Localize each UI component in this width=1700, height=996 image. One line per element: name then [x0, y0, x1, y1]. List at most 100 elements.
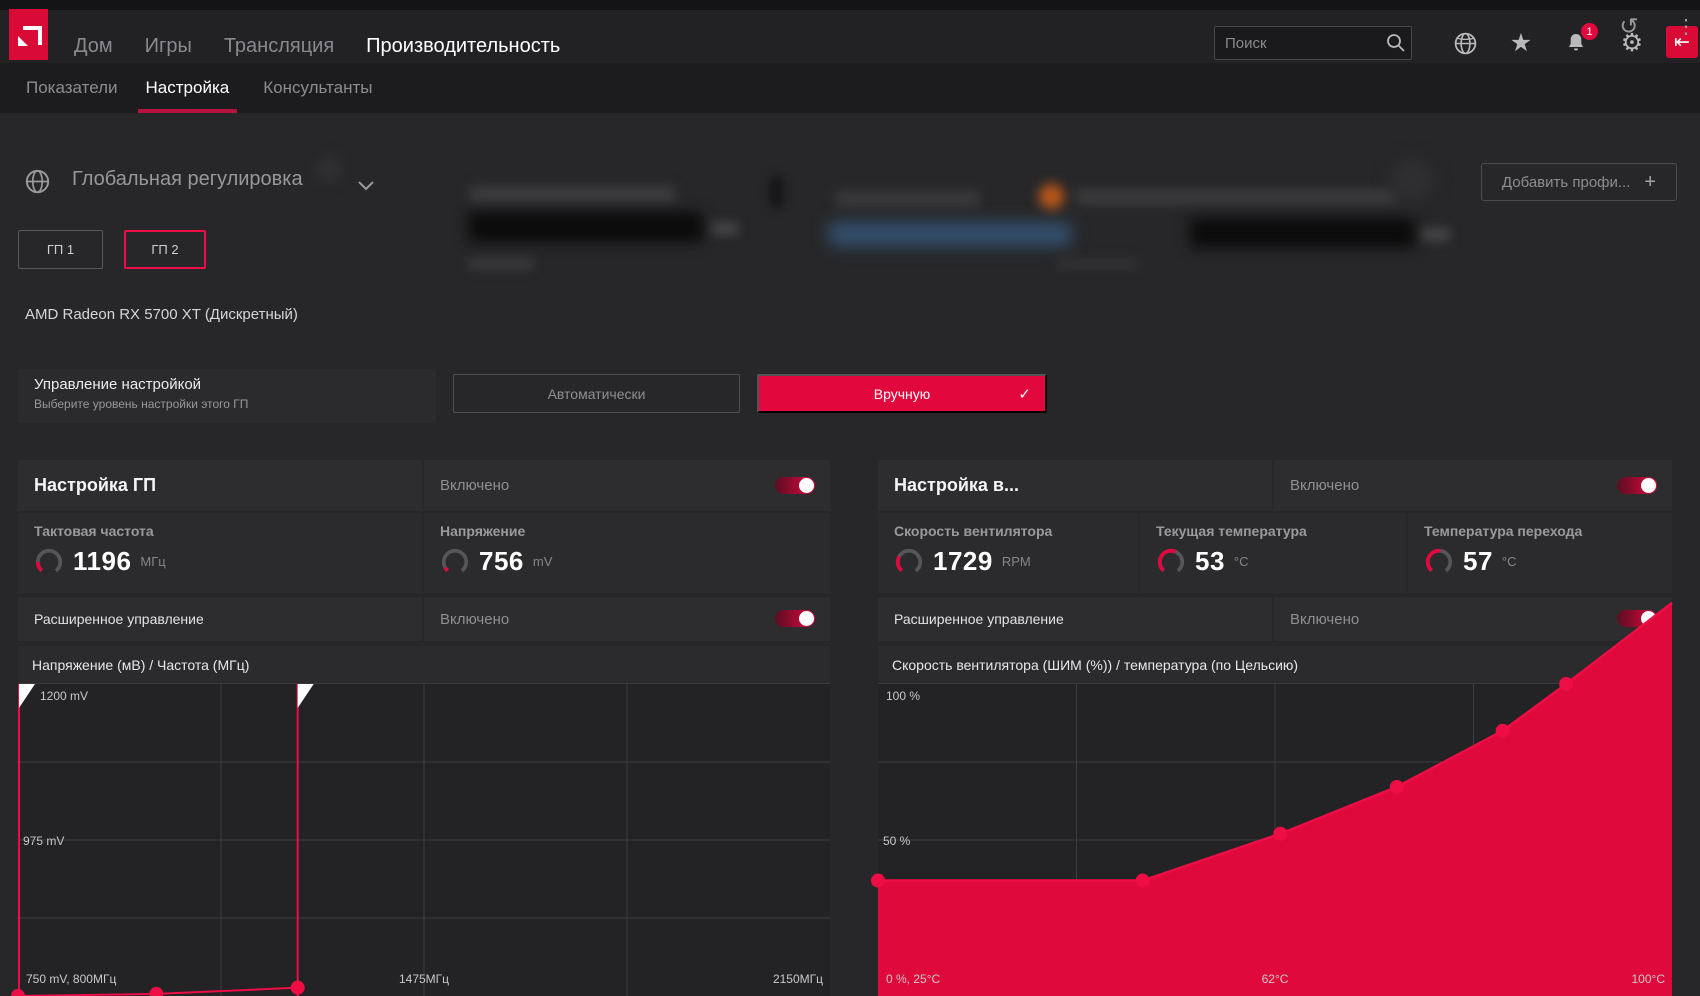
fan-tuning-panel: Настройка в... Включено Скорость вентиля… — [871, 460, 1673, 996]
redacted-blob — [470, 187, 675, 202]
gpu-panel-title: Настройка ГП — [18, 460, 422, 511]
redacted-blob — [1390, 158, 1434, 202]
metric-cell-junction-temp: Температура перехода 57 °C — [1408, 513, 1672, 593]
nav-item-streaming[interactable]: Трансляция — [223, 35, 335, 57]
metric-label: Напряжение — [440, 523, 526, 539]
fan-panel-enabled-cell: Включено — [1274, 460, 1672, 511]
advanced-enabled-cell: Включено — [424, 597, 830, 641]
metric-value: 57 — [1463, 546, 1493, 576]
region-globe-icon[interactable] — [1450, 28, 1480, 58]
gpu-chart-title: Напряжение (мВ) / Частота (МГц) — [18, 646, 830, 683]
performance-sub-nav: Показатели Настройка Консультанты — [0, 63, 1700, 113]
voltage-frequency-chart[interactable]: 1200 mV 975 mV 750 mV, 800МГц 1475МГц 21… — [11, 683, 830, 996]
fan-chart-title: Скорость вентилятора (ШИМ (%)) / темпера… — [878, 646, 1672, 683]
gpu-tuning-panel: Настройка ГП Включено Тактовая частота 1… — [11, 460, 830, 996]
enabled-label: Включено — [440, 610, 510, 628]
metric-value: 1729 — [933, 546, 993, 576]
search-box — [1214, 26, 1412, 60]
metric-value: 756 — [479, 546, 524, 576]
subnav-item-metrics[interactable]: Показатели — [26, 78, 118, 97]
metric-label: Скорость вентилятора — [894, 523, 1053, 539]
fan-tuning-enabled-toggle[interactable] — [1617, 476, 1657, 494]
metric-cell-clock: Тактовая частота 1196 МГц — [18, 513, 422, 593]
notification-badge: 1 — [1581, 23, 1598, 40]
metric-value: 53 — [1195, 546, 1225, 576]
manual-tuning-label: Вручную — [873, 385, 931, 402]
toggle-knob — [1641, 477, 1656, 493]
check-icon: ✓ — [1018, 385, 1031, 403]
metric-cell-voltage: Напряжение 756 mV — [424, 513, 830, 593]
gpu-advanced-toggle[interactable] — [775, 610, 815, 627]
toggle-knob — [799, 611, 814, 626]
auto-tuning-button[interactable]: Автоматически — [453, 374, 740, 413]
redacted-blob — [468, 258, 534, 270]
search-input[interactable] — [1214, 26, 1412, 60]
nav-item-games[interactable]: Игры — [144, 35, 192, 57]
amd-logo[interactable] — [9, 9, 48, 60]
tuning-control-subtitle: Выберите уровень настройки этого ГП — [34, 397, 249, 411]
top-bar: Дом Игры Трансляция Производительность ★… — [0, 10, 1700, 63]
redacted-blob — [829, 222, 1071, 246]
enabled-label: Включено — [440, 477, 510, 494]
metric-value: 1196 — [73, 546, 132, 576]
fan-curve-chart[interactable]: 100 % 50 % 0 %, 25°C 62°C 100°C — [871, 601, 1673, 996]
fan-panel-title: Настройка в... — [878, 460, 1272, 511]
add-profile-button[interactable]: Добавить профи... + — [1481, 163, 1677, 201]
chevron-down-icon[interactable] — [358, 178, 374, 196]
metric-unit: МГц — [140, 554, 166, 569]
redacted-blob — [1422, 228, 1450, 241]
metric-label: Тактовая частота — [34, 523, 154, 539]
kebab-menu-icon[interactable]: ⋮ — [1676, 15, 1696, 38]
settings-gear-icon[interactable]: ⚙ — [1620, 29, 1644, 57]
plus-icon: + — [1644, 170, 1657, 193]
gpu-tuning-enabled-toggle[interactable] — [775, 476, 815, 494]
gpu-panel-enabled-cell: Включено — [424, 460, 830, 511]
toggle-knob — [799, 477, 814, 493]
tuning-control-card: Управление настройкой Выберите уровень н… — [18, 369, 436, 423]
advanced-enabled-cell: Включено — [1274, 597, 1672, 641]
subnav-item-advisors[interactable]: Консультанты — [263, 78, 373, 97]
gpu-tab-2[interactable]: ГП 2 — [124, 230, 206, 269]
advanced-control-label: Расширенное управление — [878, 597, 1272, 641]
enabled-label: Включено — [1290, 477, 1360, 494]
redacted-blob — [835, 192, 980, 206]
profile-selector[interactable]: Глобальная регулировка — [72, 168, 303, 190]
gpu-name: AMD Radeon RX 5700 XT (Дискретный) — [25, 306, 298, 323]
profile-globe-icon — [24, 168, 51, 200]
tuning-control-title: Управление настройкой — [34, 376, 202, 393]
manual-tuning-button[interactable]: Вручную ✓ — [757, 374, 1047, 413]
redacted-blob — [1057, 258, 1137, 269]
metric-cell-fan-speed: Скорость вентилятора 1729 RPM — [878, 513, 1138, 593]
search-icon[interactable] — [1386, 33, 1405, 57]
window-top-strip — [0, 0, 1700, 10]
gauge-icon — [1425, 548, 1453, 575]
gpu-tab-1[interactable]: ГП 1 — [18, 230, 103, 269]
metric-unit: °C — [1233, 554, 1249, 569]
nav-item-home[interactable]: Дом — [74, 35, 113, 57]
main-nav: Дом Игры Трансляция Производительность — [74, 20, 560, 73]
enabled-label: Включено — [1290, 610, 1360, 628]
add-profile-label: Добавить профи... — [1501, 173, 1631, 191]
nav-item-performance[interactable]: Производительность — [366, 20, 560, 73]
metric-unit: RPM — [1001, 554, 1031, 569]
advanced-control-label: Расширенное управление — [18, 597, 422, 641]
gauge-icon — [1157, 548, 1185, 575]
metric-unit: mV — [532, 554, 553, 569]
redacted-blob — [712, 222, 738, 235]
metric-unit: °C — [1501, 554, 1517, 569]
minimize-to-tray-icon[interactable]: ⇤ — [1666, 26, 1698, 58]
redacted-blob — [316, 156, 342, 182]
notifications-bell-icon[interactable]: 1 — [1561, 23, 1598, 58]
redacted-blob — [468, 212, 703, 242]
metric-label: Текущая температура — [1156, 523, 1307, 539]
reset-icon[interactable]: ↺ — [1619, 12, 1639, 39]
redacted-blob — [1076, 190, 1396, 204]
favorites-star-icon[interactable]: ★ — [1509, 29, 1533, 57]
redacted-blob — [1039, 184, 1064, 209]
gauge-icon — [35, 548, 63, 575]
metric-label: Температура перехода — [1424, 523, 1583, 539]
metric-cell-current-temp: Текущая температура 53 °C — [1140, 513, 1406, 593]
redacted-blob — [770, 176, 783, 208]
subnav-item-tuning[interactable]: Настройка — [138, 63, 238, 113]
